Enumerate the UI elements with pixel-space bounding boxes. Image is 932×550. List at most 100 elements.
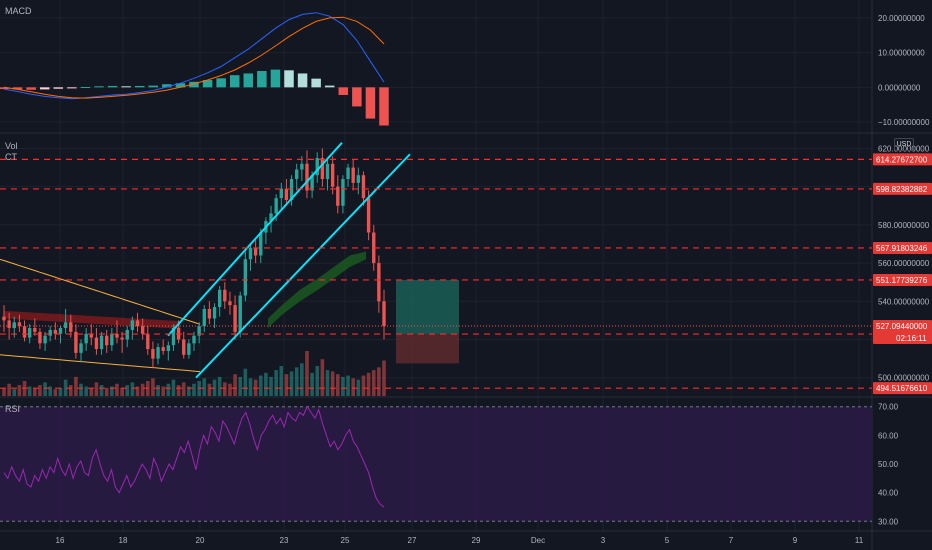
candle-body <box>279 188 283 199</box>
volume-bar <box>279 366 284 396</box>
last-price-box <box>873 319 932 344</box>
macd-histogram-bar <box>39 87 50 90</box>
candle-body <box>202 308 206 327</box>
volume-bar <box>325 370 330 396</box>
x-axis-tick: 18 <box>119 536 128 545</box>
candle-body <box>336 186 340 206</box>
candle-body <box>27 328 32 338</box>
volume-bar <box>38 385 42 396</box>
macd-histogram-bar <box>352 87 362 107</box>
candle-body <box>140 326 145 334</box>
candle-body <box>315 158 319 176</box>
volume-bar <box>176 385 181 396</box>
candle-body <box>305 163 309 191</box>
macd-y-tick: 20.00000000 <box>878 14 925 23</box>
macd-histogram-bar <box>324 85 335 88</box>
candle-body <box>12 322 16 329</box>
price-y-tick: 540.00000000 <box>878 297 930 306</box>
moving-average-line <box>0 354 201 373</box>
x-axis-tick: 27 <box>408 536 417 545</box>
volume-bar <box>74 376 78 396</box>
volume-bar <box>48 386 53 396</box>
candle-body <box>182 339 186 355</box>
candle-body <box>58 328 63 334</box>
candle-body <box>2 316 6 321</box>
volume-bar <box>171 379 176 396</box>
volume-bar <box>7 383 11 396</box>
level-price-label: 494.51676610 <box>876 384 928 393</box>
volume-bar <box>140 383 145 396</box>
candle-body <box>341 179 345 206</box>
macd-histogram-bar <box>134 85 145 88</box>
volume-bar <box>43 382 47 396</box>
countdown-label: 02:16:11 <box>896 334 927 343</box>
volume-bar <box>202 378 207 396</box>
macd-pane-label: MACD <box>5 6 32 16</box>
volume-bar <box>68 385 73 396</box>
level-price-label: 598.82382882 <box>876 185 928 194</box>
macd-histogram-bar <box>338 87 349 95</box>
candle-body <box>125 329 129 340</box>
candle-body <box>238 295 242 332</box>
x-axis-tick: 3 <box>601 536 606 545</box>
volume-bar <box>320 359 325 396</box>
volume-bar <box>341 376 345 396</box>
macd-histogram-bar <box>67 87 77 89</box>
x-axis-tick: 20 <box>196 536 205 545</box>
candle-body <box>351 167 355 183</box>
price-y-tick: 560.00000000 <box>878 259 930 268</box>
macd-histogram-bar <box>243 73 254 88</box>
candle-body <box>130 320 135 330</box>
rsi-band <box>0 406 872 522</box>
volume-bar <box>305 351 309 396</box>
candle-body <box>63 322 68 329</box>
currency-badge[interactable]: USD <box>894 138 914 151</box>
volume-bar <box>161 386 165 396</box>
macd-y-tick: 0.00000000 <box>878 83 921 92</box>
volume-bar <box>361 375 366 396</box>
candle-body <box>146 333 150 350</box>
volume-bar <box>228 383 232 396</box>
last-price-label: 527.09440000 <box>876 322 928 331</box>
volume-bar <box>27 386 32 396</box>
candle-body <box>99 335 104 350</box>
candle-body <box>69 322 73 332</box>
candle-body <box>310 175 314 191</box>
candle-body <box>166 345 171 351</box>
channel-lower-line <box>195 153 411 379</box>
price-y-tick: 500.00000000 <box>878 374 930 383</box>
channel-upper-line <box>167 142 343 337</box>
candle-body <box>243 259 248 296</box>
price-label-box <box>873 153 932 166</box>
macd-histogram-bar <box>94 86 104 88</box>
macd-histogram-bar <box>12 87 23 90</box>
x-axis-tick: 9 <box>793 536 798 545</box>
macd-histogram-bar <box>297 73 308 88</box>
candle-body <box>233 305 237 332</box>
macd-histogram-bar <box>148 85 159 88</box>
x-axis-tick: 11 <box>855 536 864 545</box>
volume-bar <box>366 372 371 396</box>
candle-body <box>7 320 11 329</box>
candle-body <box>156 347 160 359</box>
candle-body <box>289 179 294 201</box>
macd-histogram-bar <box>284 70 294 88</box>
volume-bar <box>135 386 140 396</box>
symbol-label: CT <box>5 152 17 162</box>
volume-bar <box>238 376 243 396</box>
rsi-y-tick: 40.00 <box>878 489 899 498</box>
candle-body <box>94 337 99 350</box>
rsi-y-tick: 70.00 <box>878 403 899 412</box>
macd-histogram-bar <box>202 80 213 88</box>
candle-body <box>115 333 119 338</box>
macd-histogram-bar <box>0 87 9 90</box>
candle-body <box>207 308 212 319</box>
candle-body <box>372 232 376 264</box>
candle-body <box>248 247 253 260</box>
volume-bar <box>2 387 6 396</box>
macd-histogram-bar <box>270 69 281 88</box>
moving-average-line <box>0 258 201 325</box>
macd-histogram-bar <box>107 85 118 88</box>
x-axis-tick: 29 <box>472 536 481 545</box>
